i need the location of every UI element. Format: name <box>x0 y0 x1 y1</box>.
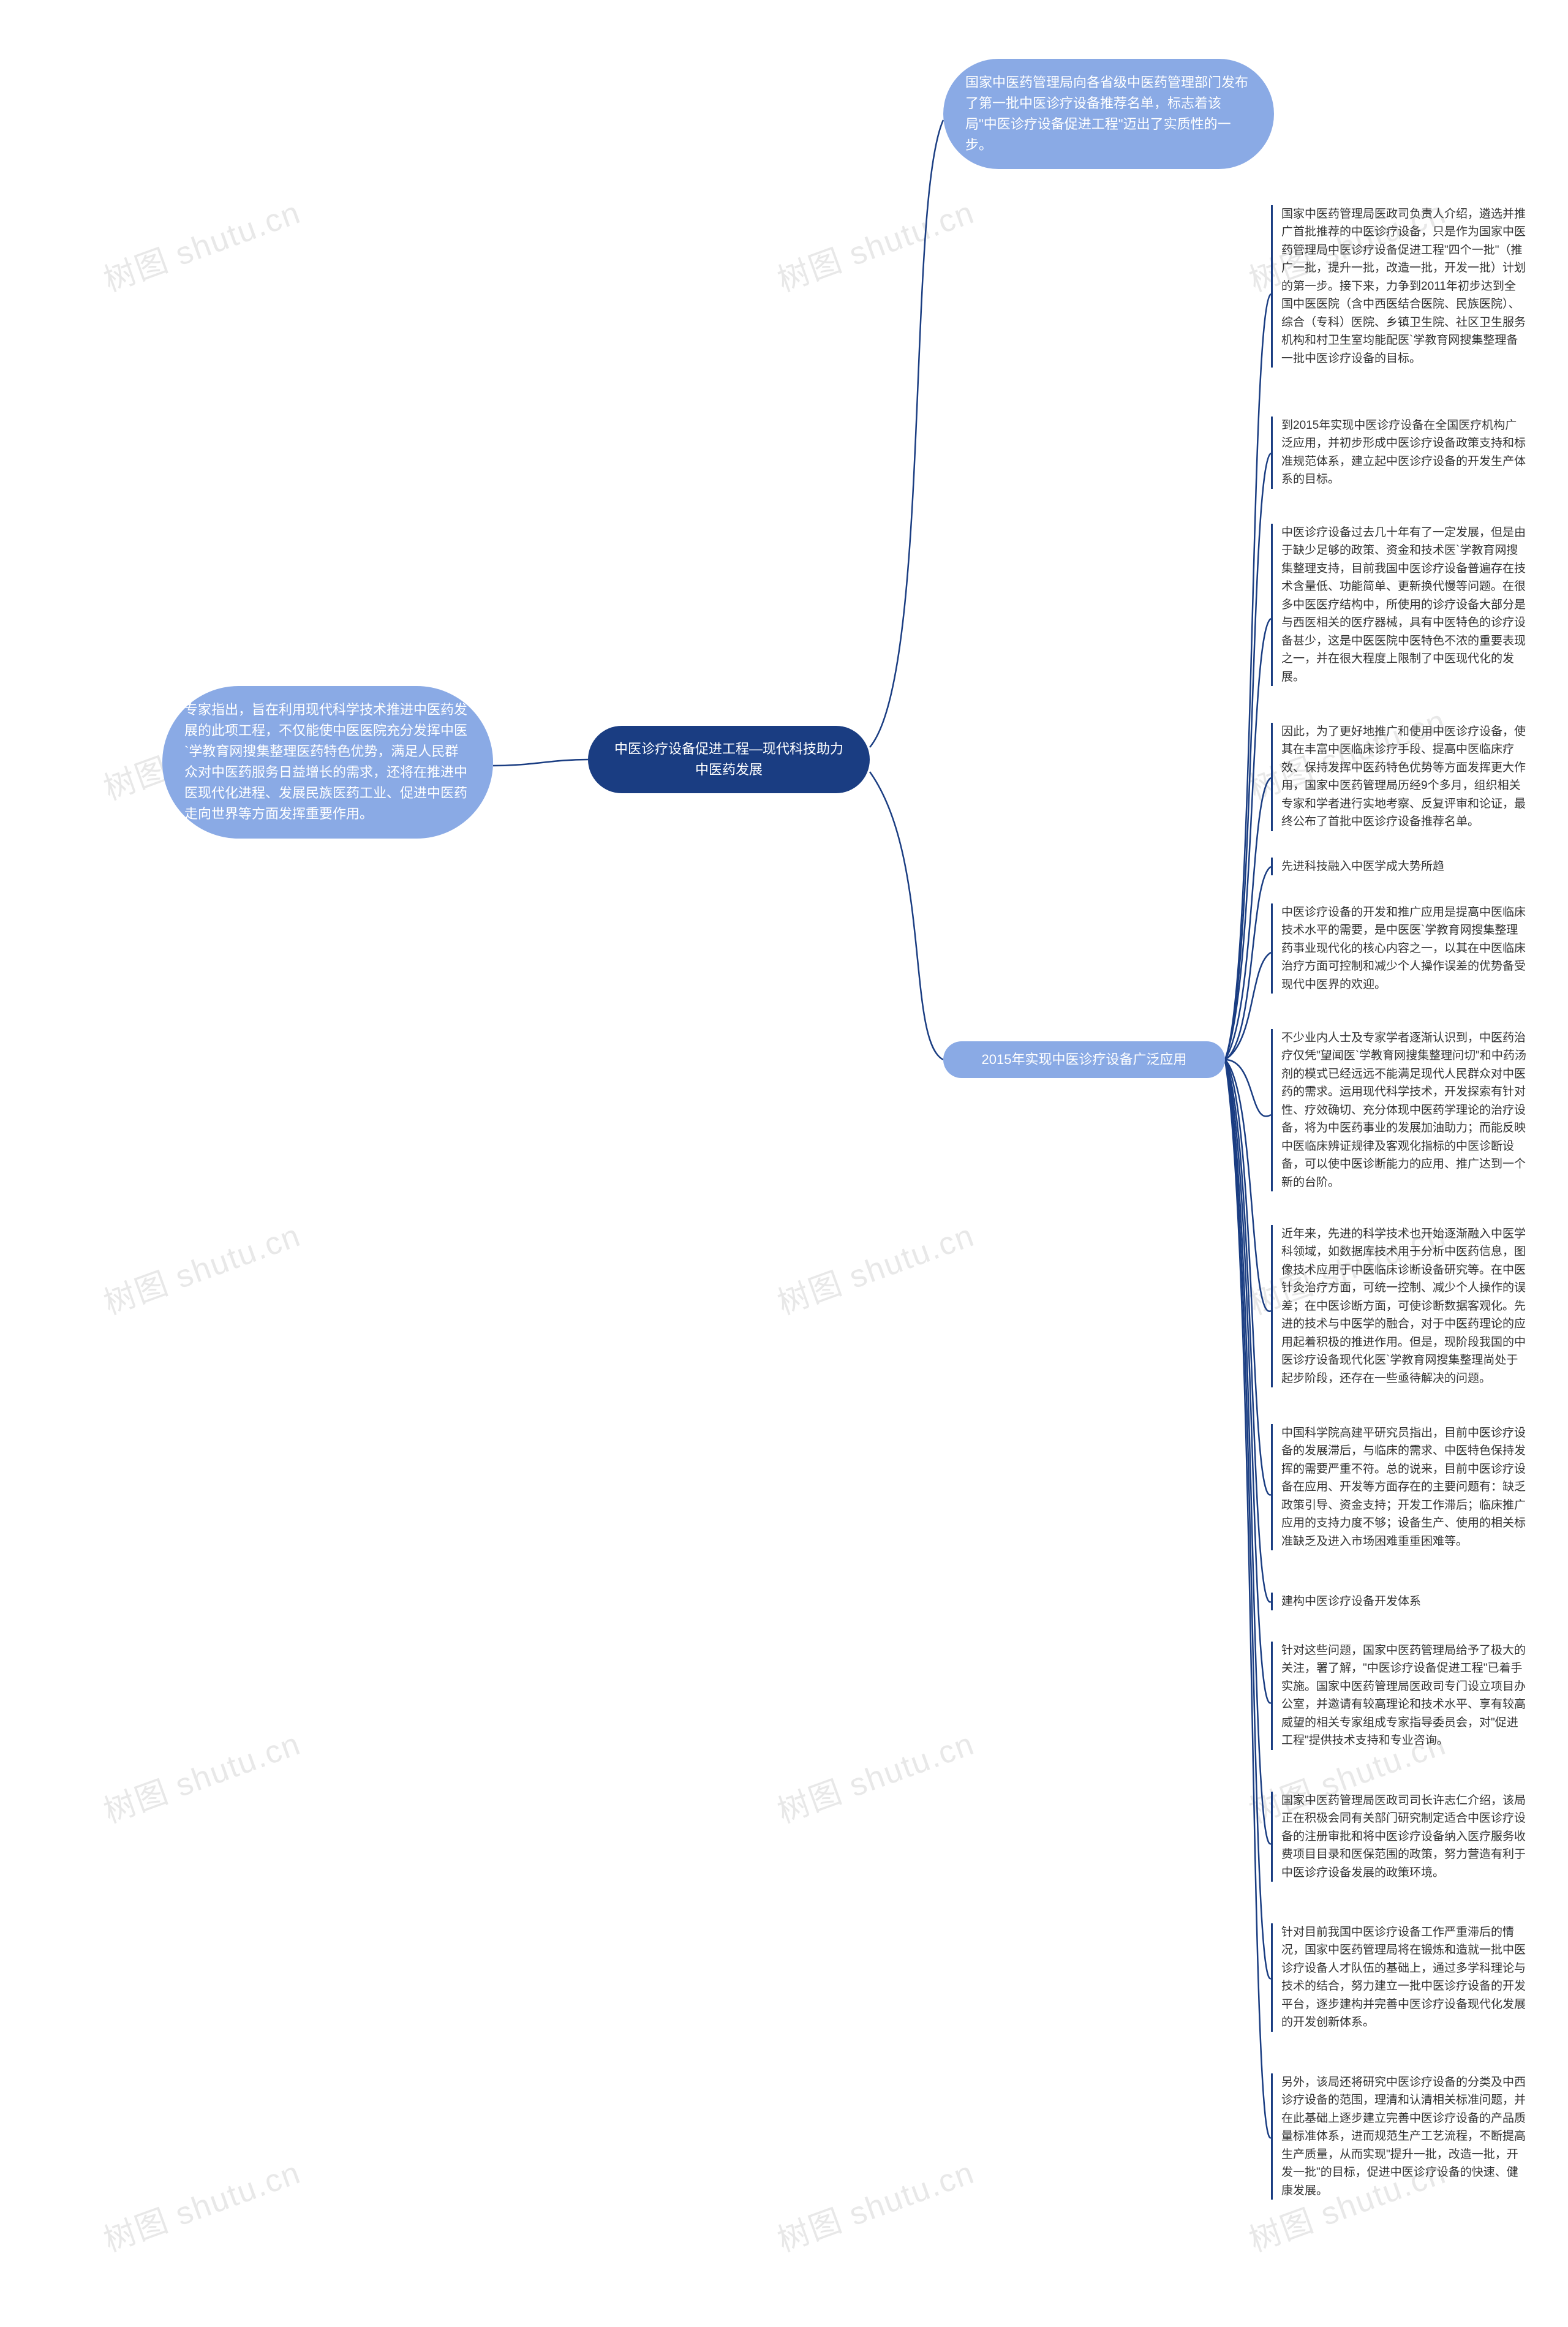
connector-path <box>1225 778 1271 1060</box>
watermark: 树图 shutu.cn <box>770 1718 979 1832</box>
watermark: 树图 shutu.cn <box>770 187 979 301</box>
watermark: 树图 shutu.cn <box>770 1210 979 1324</box>
leaf-node[interactable]: 因此，为了更好地推广和使用中医诊疗设备，使其在丰富中医临床诊疗手段、提高中医临床… <box>1271 723 1526 831</box>
connector-path <box>1225 952 1271 1060</box>
leaf-node[interactable]: 近年来，先进的科学技术也开始逐渐融入中医学科领域，如数据库技术用于分析中医药信息… <box>1271 1225 1526 1387</box>
leaf-node[interactable]: 中医诊疗设备的开发和推广应用是提高中医临床技术水平的需要，是中医医`学教育网搜集… <box>1271 903 1526 994</box>
connector-path <box>1225 1060 1271 2138</box>
leaf-node[interactable]: 国家中医药管理局医政司负责人介绍，遴选并推广首批推荐的中医诊疗设备，只是作为国家… <box>1271 205 1526 368</box>
watermark: 树图 shutu.cn <box>96 1210 306 1324</box>
leaf-node[interactable]: 中医诊疗设备过去几十年有了一定发展，但是由于缺少足够的政策、资金和技术医`学教育… <box>1271 524 1526 686</box>
leaf-node[interactable]: 先进科技融入中医学成大势所趋 <box>1271 858 1526 875</box>
leaf-node[interactable]: 针对这些问题，国家中医药管理局给予了极大的关注，署了解，"中医诊疗设备促进工程"… <box>1271 1642 1526 1750</box>
watermark: 树图 shutu.cn <box>96 1718 306 1832</box>
root-node[interactable]: 中医诊疗设备促进工程—现代科技助力中医药发展 <box>588 726 870 793</box>
connector-path <box>1225 1060 1271 1311</box>
left-bubble[interactable]: 专家指出，旨在利用现代科学技术推进中医药发展的此项工程，不仅能使中医医院充分发挥… <box>162 686 493 839</box>
watermark: 树图 shutu.cn <box>96 2147 306 2261</box>
leaf-node[interactable]: 不少业内人士及专家学者逐渐认识到，中医药治疗仅凭"望闻医`学教育网搜集整理问切"… <box>1271 1029 1526 1191</box>
connector-path <box>870 772 943 1060</box>
connector-path <box>1225 1060 1271 1602</box>
watermark: 树图 shutu.cn <box>770 2147 979 2261</box>
top-bubble[interactable]: 国家中医药管理局向各省级中医药管理部门发布了第一批中医诊疗设备推荐名单，标志着该… <box>943 59 1274 169</box>
connector-path <box>1225 1060 1271 1844</box>
connector-path <box>493 760 588 766</box>
mid-bubble[interactable]: 2015年实现中医诊疗设备广泛应用 <box>943 1041 1225 1078</box>
connector-path <box>870 120 943 747</box>
leaf-node[interactable]: 中国科学院高建平研究员指出，目前中医诊疗设备的发展滞后，与临床的需求、中医特色保… <box>1271 1424 1526 1550</box>
connector-path <box>1225 1060 1271 1978</box>
leaf-node[interactable]: 到2015年实现中医诊疗设备在全国医疗机构广泛应用，并初步形成中医诊疗设备政策支… <box>1271 417 1526 489</box>
leaf-node[interactable]: 针对目前我国中医诊疗设备工作严重滞后的情况，国家中医药管理局将在锻炼和造就一批中… <box>1271 1923 1526 2032</box>
connector-path <box>1225 1060 1271 1703</box>
connector-path <box>1225 1060 1271 1495</box>
leaf-node[interactable]: 国家中医药管理局医政司司长许志仁介绍，该局正在积极会同有关部门研究制定适合中医诊… <box>1271 1792 1526 1882</box>
watermark: 树图 shutu.cn <box>96 187 306 301</box>
connector-path <box>1225 619 1271 1060</box>
leaf-node[interactable]: 另外，该局还将研究中医诊疗设备的分类及中西诊疗设备的范围，理清和认清相关标准问题… <box>1271 2073 1526 2200</box>
leaf-node[interactable]: 建构中医诊疗设备开发体系 <box>1271 1593 1526 1610</box>
connector-path <box>1225 867 1271 1060</box>
connector-path <box>1225 294 1271 1060</box>
connector-path <box>1225 453 1271 1060</box>
connector-path <box>1225 1060 1271 1116</box>
